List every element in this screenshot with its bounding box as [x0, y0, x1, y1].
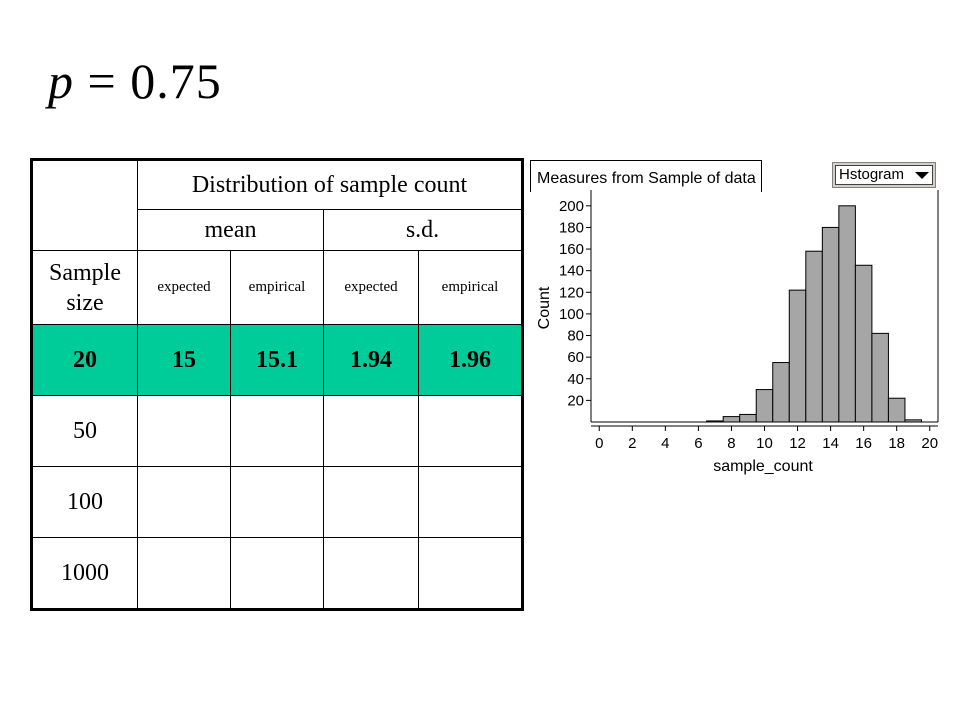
cell-sample-size: 20 — [31, 324, 138, 396]
formula-equals: = — [74, 53, 131, 109]
table-row: 50 — [31, 395, 523, 467]
histogram-bar — [821, 226, 840, 423]
header-distribution: Distribution of sample count — [137, 159, 523, 210]
cell-mean-expected — [137, 466, 231, 538]
x-axis-label: sample_count — [713, 458, 813, 475]
cell-sd-expected — [323, 466, 419, 538]
cell-mean-expected: 15 — [137, 324, 231, 396]
subheader-mean-empirical: empirical — [230, 250, 324, 325]
histogram-chart: 20 40 60 80 100 120 140 160 180 200 0 2 4 6 8 10 12 14 16… — [536, 190, 939, 475]
pane-title-tab[interactable]: Measures from Sample of data — [530, 160, 762, 192]
histogram-bar — [755, 389, 774, 423]
cell-mean-empirical — [230, 466, 324, 538]
subheader-sd-empirical: empirical — [418, 250, 523, 325]
y-tick-label: 180 — [559, 219, 584, 236]
cell-sd-empirical — [418, 466, 523, 538]
cell-sd-expected — [323, 395, 419, 467]
x-tick-label: 2 — [628, 435, 636, 452]
histogram-bar — [706, 420, 724, 423]
x-tick-label: 0 — [595, 435, 603, 452]
subheader-mean-expected: expected — [137, 250, 231, 325]
cell-sample-size: 1000 — [31, 537, 138, 610]
histogram-bar — [772, 362, 790, 423]
histogram-bar — [838, 205, 856, 423]
cell-mean-empirical — [230, 537, 324, 610]
cell-mean-expected — [137, 537, 231, 610]
graph-type-dropdown[interactable]: Hstogram — [832, 162, 936, 188]
y-tick-label: 200 — [559, 198, 584, 215]
x-tick-label: 14 — [822, 435, 839, 452]
histogram-bar — [887, 397, 906, 423]
y-tick-label: 100 — [559, 306, 584, 323]
header-sd: s.d. — [323, 209, 523, 251]
y-tick-label: 60 — [567, 349, 584, 366]
table-corner-cell — [31, 159, 138, 251]
formula-variable: p — [48, 53, 74, 109]
y-tick-label: 80 — [567, 328, 584, 345]
histogram-bar — [805, 250, 823, 423]
header-sample-size: Sample size — [31, 250, 138, 325]
dropdown-label: Hstogram — [839, 166, 905, 183]
table-row: 20 15 15.1 1.94 1.96 — [31, 324, 523, 396]
probability-formula: p = 0.75 — [48, 52, 222, 110]
histogram-bar — [871, 332, 889, 423]
cell-sd-expected: 1.94 — [323, 324, 419, 396]
chevron-down-icon[interactable] — [915, 172, 929, 179]
histogram-bars — [706, 205, 922, 423]
cell-sd-empirical — [418, 537, 523, 610]
y-axis: 20 40 60 80 100 120 140 160 180 200 — [559, 198, 591, 409]
cell-sample-size: 50 — [31, 395, 138, 467]
table-row: 1000 — [31, 537, 523, 610]
table-row: 100 — [31, 466, 523, 538]
x-tick-label: 4 — [661, 435, 669, 452]
x-tick-label: 20 — [921, 435, 938, 452]
y-tick-label: 140 — [559, 263, 584, 280]
histogram-bar — [904, 419, 922, 423]
header-mean: mean — [137, 209, 324, 251]
y-tick-label: 20 — [567, 392, 584, 409]
cell-sd-expected — [323, 537, 419, 610]
histogram-bar — [854, 264, 873, 423]
x-tick-label: 18 — [888, 435, 905, 452]
y-tick-label: 120 — [559, 284, 584, 301]
histogram-bar — [739, 413, 757, 423]
cell-mean-empirical — [230, 395, 324, 467]
subheader-sd-expected: expected — [323, 250, 419, 325]
cell-sample-size: 100 — [31, 466, 138, 538]
y-tick-label: 160 — [559, 241, 584, 258]
y-axis-label: Count — [536, 286, 553, 329]
cell-mean-empirical: 15.1 — [230, 324, 324, 396]
histogram-bar — [788, 289, 807, 423]
x-tick-label: 8 — [727, 435, 735, 452]
x-tick-label: 12 — [789, 435, 806, 452]
x-tick-label: 10 — [756, 435, 773, 452]
sample-count-table: Distribution of sample count mean s.d. S… — [30, 158, 524, 611]
cell-mean-expected — [137, 395, 231, 467]
cell-sd-empirical: 1.96 — [418, 324, 523, 396]
x-tick-label: 16 — [855, 435, 872, 452]
dropdown-selected-value[interactable]: Hstogram — [835, 165, 933, 185]
histogram-bar — [722, 416, 741, 423]
x-axis: 0 2 4 6 8 10 12 14 16 18 20 — [591, 425, 938, 452]
x-tick-label: 6 — [694, 435, 702, 452]
cell-sd-empirical — [418, 395, 523, 467]
y-tick-label: 40 — [567, 371, 584, 388]
formula-value: 0.75 — [130, 53, 222, 109]
